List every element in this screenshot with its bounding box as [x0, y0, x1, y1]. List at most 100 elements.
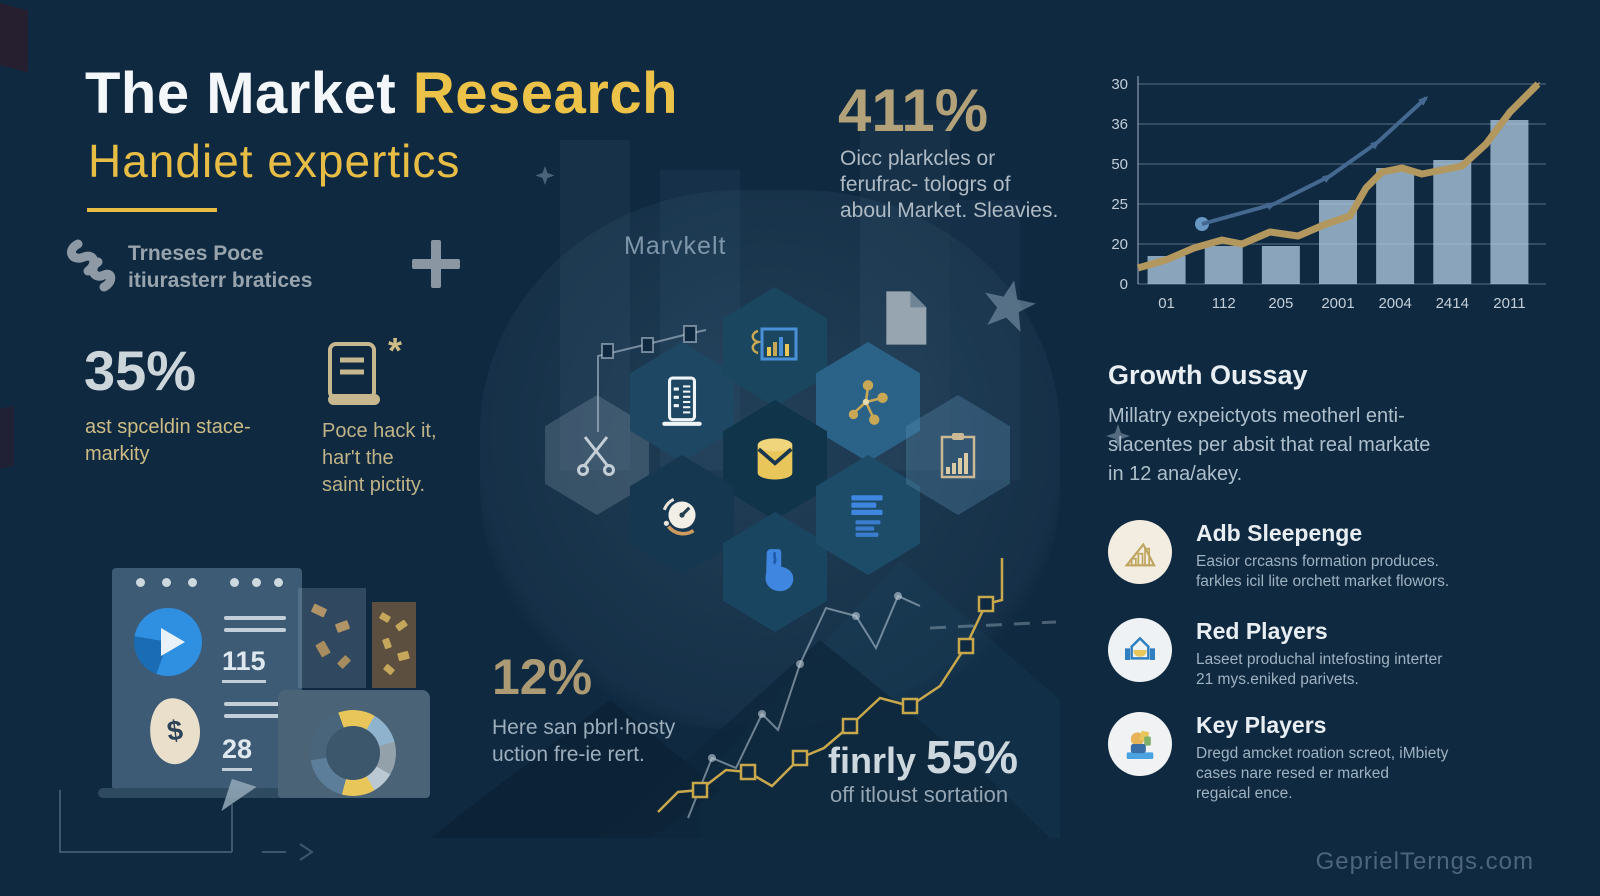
stat-value: 411% — [838, 77, 989, 144]
circuit-lines — [59, 790, 314, 861]
svg-text:30: 30 — [1111, 76, 1128, 93]
svg-text:25: 25 — [1111, 196, 1128, 213]
text-line-placeholder — [224, 702, 286, 706]
svg-text:2004: 2004 — [1378, 295, 1411, 312]
sparkle-icon — [1106, 424, 1130, 448]
list-item-desc: Easior crcasns formation produces. farkl… — [1196, 552, 1449, 592]
svg-text:0: 0 — [1120, 276, 1128, 293]
caption-line: uction fre-ie rert. — [492, 743, 645, 766]
svg-text:205: 205 — [1268, 295, 1293, 312]
background-pillar — [560, 140, 630, 470]
growth-chart: 30 36 50 25 20 0 01 112 205 2001 2004 2414 2011 — [1098, 64, 1550, 326]
title-part-white: The Market — [85, 61, 397, 126]
tagline-line: itiurasterr bratices — [128, 269, 313, 292]
list-item: Red Players Laseet produchal intefosting… — [1108, 618, 1548, 690]
title-underline — [87, 208, 217, 212]
hand-icon — [765, 549, 794, 592]
window-card: 115 $ 28 — [112, 568, 302, 790]
body-line: in 12 ana/akey. — [1108, 463, 1243, 485]
caption-line: ferufrac- tologrs of — [840, 173, 1011, 196]
caption-line: markity — [85, 443, 150, 465]
text-line-placeholder — [224, 616, 286, 620]
currency-blob: $ — [145, 694, 205, 768]
caption-line: har't the — [322, 447, 394, 469]
plus-icon — [412, 240, 460, 288]
text-line-placeholder — [224, 714, 286, 718]
stat-caption: Here san pbrl·hosty uction fre-ie rert. — [492, 714, 675, 768]
donut-chart — [310, 710, 396, 796]
page-subtitle: Handiet expertics — [88, 135, 461, 187]
list-item-title: Red Players — [1196, 618, 1328, 644]
play-triangle — [161, 628, 185, 656]
desc-line: 21 mys.eniked parivets. — [1196, 671, 1359, 688]
window-dot — [188, 578, 197, 587]
caption-line: ast spceldin stace- — [85, 416, 251, 438]
currency-symbol: $ — [165, 714, 185, 747]
svg-text:50: 50 — [1111, 156, 1128, 173]
window-number: 115 — [222, 646, 266, 683]
desc-line: Easior crcasns formation produces. — [1196, 553, 1439, 570]
svg-text:2414: 2414 — [1436, 295, 1469, 312]
body-line: Millatry expeictyots meotherl enti- — [1108, 405, 1405, 427]
stat-value: 35% — [84, 339, 197, 402]
asterisk-mark: * — [388, 330, 403, 371]
stat-value: 12% — [492, 649, 593, 705]
database-icon — [757, 438, 793, 480]
list-item-desc: Laseet produchal intefosting interter 21… — [1196, 650, 1442, 690]
title-part-accent: Research — [412, 61, 678, 126]
list-item: Key Players Dregd amcket roation screot,… — [1108, 712, 1548, 804]
list-item-title: Key Players — [1196, 712, 1327, 738]
section-body: Millatry expeictyots meotherl enti- slac… — [1108, 402, 1430, 489]
cluster-label: Marvkelt — [624, 232, 727, 260]
window-number: 28 — [222, 734, 253, 771]
growth-chart-svg: 30 36 50 25 20 0 01 112 205 2001 2004 2414 2011 — [1111, 76, 1546, 312]
list-item-title: Adb Sleepenge — [1196, 520, 1363, 546]
stat-value: finrly 55% — [828, 730, 1018, 784]
brand-tagline: Trneses Poce itiurasterr bratices — [128, 240, 312, 294]
document-note-icon — [322, 338, 384, 412]
confetti-card — [298, 588, 366, 688]
tagline-line: Trneses Poce — [128, 242, 264, 265]
chart-document-icon — [751, 327, 798, 361]
play-button-icon — [134, 608, 202, 676]
caption-line: Here san pbrl·hosty — [492, 716, 676, 739]
list-item-desc: Dregd amcket roation screot, iMbiety cas… — [1196, 744, 1448, 804]
svg-text:01: 01 — [1158, 295, 1175, 312]
svg-text:36: 36 — [1111, 116, 1128, 133]
stat-caption: off itloust sortation — [830, 782, 1009, 807]
window-dot — [230, 578, 239, 587]
clipboard-chart-icon — [940, 433, 976, 479]
window-base — [98, 788, 318, 798]
scissors-icon — [577, 436, 615, 476]
desc-line: Dregd amcket roation screot, iMbiety — [1196, 745, 1449, 762]
list-item: Adb Sleepenge Easior crcasns formation p… — [1108, 520, 1548, 592]
desc-line: cases nare resed er marked — [1196, 765, 1389, 782]
body-line: slacentes per absit that real markate — [1108, 434, 1431, 456]
caption-line: aboul Market. Sleavies. — [840, 199, 1059, 222]
caption-line: Oicc plarkcles or — [840, 147, 996, 170]
window-dot — [252, 578, 261, 587]
caption-line: Poce hack it, — [322, 420, 437, 442]
server-icon — [662, 376, 702, 426]
star-icon — [984, 280, 1036, 332]
stepped-gold-line — [657, 558, 1004, 813]
list-item-text: Adb Sleepenge Easior crcasns formation p… — [1196, 520, 1449, 592]
caption-line: saint pictity. — [322, 474, 425, 496]
window-dot — [136, 578, 145, 587]
brand-squiggle-icon — [60, 236, 118, 294]
confetti-card — [372, 602, 416, 688]
gauge-icon — [662, 497, 696, 536]
list-item-text: Red Players Laseet produchal intefosting… — [1196, 618, 1442, 690]
svg-text:112: 112 — [1212, 295, 1236, 312]
desc-line: Laseet produchal intefosting interter — [1196, 651, 1443, 668]
document-lines-icon — [851, 495, 883, 537]
stat-caption: Oicc plarkcles or ferufrac- tologrs of a… — [840, 146, 1058, 224]
bar-growth-icon — [1108, 520, 1172, 584]
section-heading: Growth Oussay — [1108, 360, 1308, 390]
desc-line: regaical ence. — [1196, 785, 1293, 802]
sparkle-icon — [535, 166, 555, 185]
stat-number: 55% — [926, 731, 1019, 783]
person-icon — [1108, 712, 1172, 776]
desc-line: farkles icil lite orchett market flowors… — [1196, 573, 1450, 590]
